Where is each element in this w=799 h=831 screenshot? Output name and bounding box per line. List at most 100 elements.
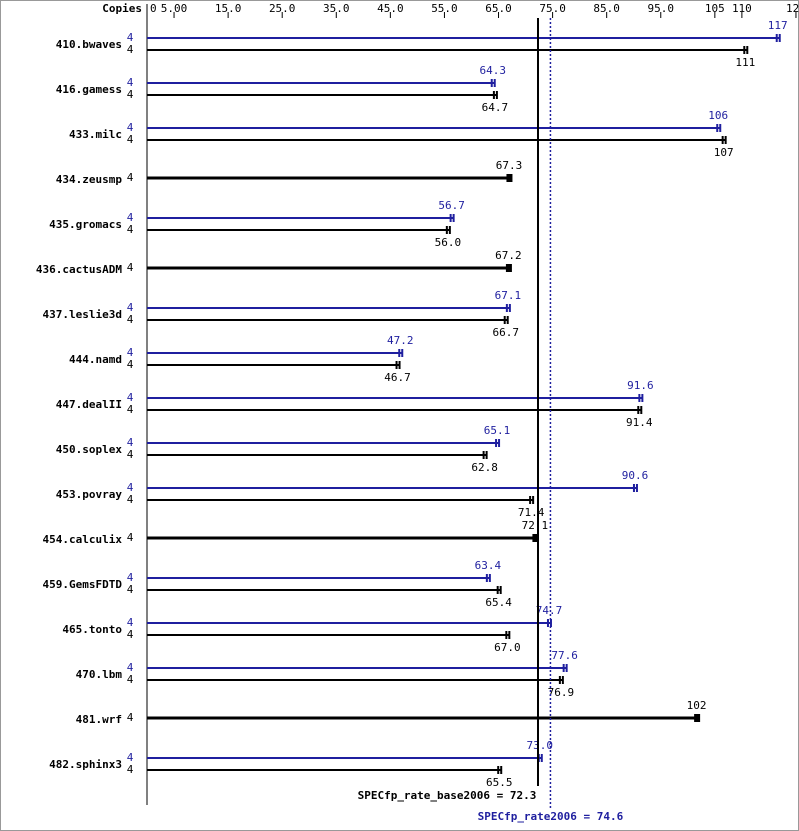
copies: 4 [127,661,134,674]
copies: 4 [127,358,134,371]
copies: 4 [127,751,134,764]
x-tick-label: 110 [732,2,752,15]
value-label: 64.7 [482,101,509,114]
bar [147,496,535,504]
copies: 4 [127,223,134,236]
benchmark-name: 482.sphinx3 [49,758,122,771]
value-label: 63.4 [475,559,502,572]
bar [147,406,643,414]
x-tick-label: 35.0 [323,2,350,15]
x-tick-label: 15.0 [215,2,242,15]
copies: 4 [127,301,134,314]
benchmark-name: 416.gamess [56,83,122,96]
benchmark-name: 436.cactusADM [36,263,122,276]
value-label: 67.0 [494,641,521,654]
reference-label: SPECfp_rate_base2006 = 72.3 [358,789,537,802]
bar [147,451,488,459]
benchmark-name: 450.soplex [56,443,123,456]
bar [147,349,404,357]
bar [147,664,568,672]
value-label: 46.7 [384,371,411,384]
bar [147,34,781,42]
value-label: 77.6 [551,649,578,662]
benchmark-name: 444.namd [69,353,122,366]
bar [147,124,722,132]
benchmark-name: 435.gromacs [49,218,122,231]
copies: 4 [127,211,134,224]
copies: 4 [127,133,134,146]
copies: 4 [127,261,134,274]
value-label: 65.1 [484,424,511,437]
benchmark-name: 453.povray [56,488,123,501]
bar [147,631,511,639]
copies: 4 [127,673,134,686]
copies: 4 [127,391,134,404]
value-label: 67.3 [496,159,523,172]
bar [147,439,501,447]
copies: 4 [127,628,134,641]
bar [147,574,491,582]
value-label: 62.8 [471,461,498,474]
value-label: 65.5 [486,776,513,789]
copies: 4 [127,88,134,101]
value-label: 56.0 [435,236,462,249]
bar [147,394,644,402]
value-label: 65.4 [485,596,512,609]
value-label: 47.2 [387,334,414,347]
x-tick-label: 55.0 [431,2,458,15]
value-label: 74.7 [536,604,563,617]
bar [147,91,498,99]
benchmark-name: 410.bwaves [56,38,122,51]
benchmark-name: 470.lbm [76,668,123,681]
value-label: 67.2 [495,249,522,262]
x-tick-label: 95.0 [648,2,675,15]
bar [147,264,512,272]
value-label: 64.3 [479,64,506,77]
bar [147,676,564,684]
bar [147,534,539,542]
benchmark-name: 434.zeusmp [56,173,123,186]
bar [147,361,401,369]
copies: 4 [127,403,134,416]
value-label: 90.6 [622,469,649,482]
benchmark-name: 454.calculix [43,533,123,546]
value-label: 106 [708,109,728,122]
copies: 4 [127,346,134,359]
x-tick-label: 5.00 [161,2,188,15]
bar [147,136,727,144]
x-tick-label: 105 [705,2,725,15]
x-tick-label: 65.0 [485,2,512,15]
copies: 4 [127,76,134,89]
copies: 4 [127,448,134,461]
x-tick-label: 85.0 [593,2,620,15]
value-label: 117 [768,19,788,32]
copies: 4 [127,121,134,134]
benchmark-name: 465.tonto [62,623,122,636]
reference-label: SPECfp_rate2006 = 74.6 [478,810,624,823]
benchmark-name: 459.GemsFDTD [43,578,123,591]
x-tick-label: 75.0 [539,2,566,15]
value-label: 76.9 [548,686,575,699]
x-tick-label: 25.0 [269,2,296,15]
value-label: 91.4 [626,416,653,429]
copies: 4 [127,493,134,506]
benchmark-name: 437.leslie3d [43,308,122,321]
value-label: 71.4 [518,506,545,519]
copies: 4 [127,171,134,184]
bar [147,484,638,492]
value-label: 111 [735,56,755,69]
copies: 4 [127,481,134,494]
bar [147,214,455,222]
bar [147,304,511,312]
copies: 4 [127,313,134,326]
copies-header: Copies [102,2,142,15]
value-label: 107 [714,146,734,159]
bar [147,46,749,54]
bar [147,586,502,594]
benchmark-name: 481.wrf [76,713,122,726]
value-label: 67.1 [495,289,522,302]
value-label: 56.7 [438,199,465,212]
bar [147,79,496,87]
